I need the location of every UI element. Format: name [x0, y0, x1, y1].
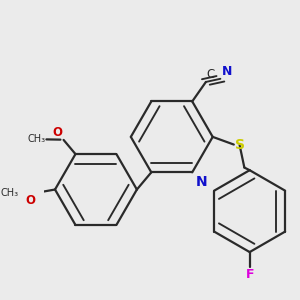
Text: F: F	[245, 268, 254, 281]
Text: S: S	[235, 138, 245, 152]
Text: O: O	[52, 126, 62, 139]
Text: N: N	[221, 65, 232, 78]
Text: C: C	[207, 68, 215, 81]
Text: CH₃: CH₃	[1, 188, 19, 198]
Text: O: O	[26, 194, 36, 206]
Text: N: N	[195, 175, 207, 189]
Text: CH₃: CH₃	[28, 134, 46, 144]
